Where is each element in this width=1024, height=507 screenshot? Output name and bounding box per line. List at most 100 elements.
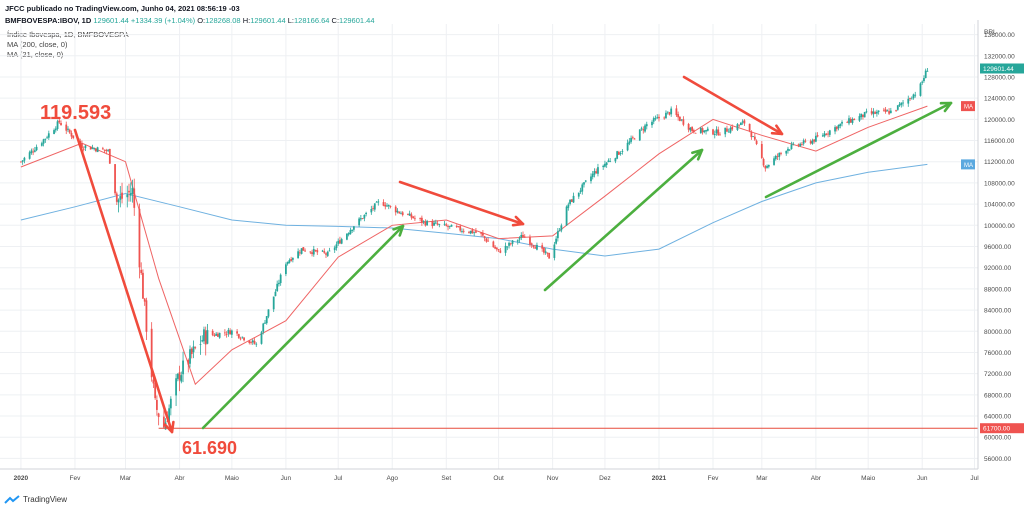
candle-body	[162, 416, 165, 428]
candle-body	[250, 342, 252, 344]
candle-body	[436, 223, 439, 225]
candle-body	[630, 137, 632, 142]
candle-body	[729, 127, 732, 133]
candle-body	[389, 206, 392, 207]
candle-body	[420, 217, 423, 223]
y-tick-label: 84000.00	[984, 308, 1011, 315]
candle-body	[84, 145, 87, 149]
candle-body	[412, 216, 415, 219]
candle-body	[753, 136, 756, 140]
candle-body	[839, 123, 842, 126]
candle-body	[93, 148, 96, 150]
candle-body	[363, 214, 366, 219]
candle-body	[607, 160, 610, 163]
candle-body	[692, 130, 695, 133]
candle-body	[724, 127, 727, 135]
candle-body	[169, 398, 172, 409]
candle-body	[797, 144, 800, 146]
candle-body	[699, 127, 702, 134]
candle-body	[461, 231, 463, 232]
candle-body	[616, 151, 619, 159]
candle-body	[352, 226, 355, 230]
candle-body	[291, 258, 294, 260]
candle-body	[628, 141, 631, 144]
candle-body	[46, 137, 48, 139]
candle-body	[534, 247, 537, 249]
candle-body	[68, 129, 71, 133]
candle-body	[187, 359, 190, 365]
candle-body	[841, 121, 843, 124]
candle-body	[529, 237, 531, 245]
candle-body	[591, 173, 594, 178]
close-value: 129601.44	[339, 16, 375, 25]
candle-body	[755, 140, 758, 145]
candle-body	[848, 118, 850, 124]
candle-body	[910, 98, 913, 100]
candle-body	[846, 122, 849, 123]
tradingview-logo[interactable]: TradingView	[4, 495, 67, 504]
y-tick-label: 80000.00	[984, 329, 1011, 336]
candle-body	[882, 109, 885, 111]
candle-body	[335, 244, 338, 249]
candle-body	[536, 244, 538, 250]
candle-body	[237, 334, 240, 338]
candle-body	[40, 143, 43, 146]
low-value: 128166.64	[294, 16, 330, 25]
ma21-line	[20, 105, 928, 386]
candle-body	[264, 322, 266, 324]
candle-body	[609, 160, 612, 162]
candle-body	[349, 230, 352, 235]
candle-body	[907, 98, 910, 104]
candle-body	[316, 250, 319, 253]
candle-body	[602, 165, 605, 168]
symbol-line: BMFBOVESPA:IBOV, 1D 129601.44 +1334.39 (…	[5, 16, 375, 25]
green-arrow-recovery-head	[392, 224, 405, 237]
candle-body	[60, 122, 62, 126]
candle-body	[469, 230, 472, 234]
candle-body	[828, 130, 831, 135]
candle-body	[626, 142, 629, 151]
candle-body	[715, 129, 718, 134]
y-tick-label: 76000.00	[984, 350, 1011, 357]
candle-body	[703, 130, 706, 133]
ticker: BMFBOVESPA:IBOV, 1D	[5, 16, 92, 25]
candle-body	[129, 193, 132, 196]
candle-body	[851, 118, 854, 124]
candle-body	[872, 111, 875, 115]
candle-body	[274, 291, 277, 297]
candle-body	[687, 123, 690, 130]
candle-body	[776, 156, 779, 158]
candle-body	[138, 208, 141, 268]
candle-body	[230, 330, 233, 335]
candle-body	[523, 236, 526, 238]
candle-body	[825, 134, 828, 135]
candle-body	[914, 94, 917, 96]
x-tick-label: Set	[441, 475, 451, 482]
candle-body	[572, 195, 575, 203]
candle-body	[447, 226, 449, 228]
candle-body	[896, 105, 899, 110]
candle-body	[651, 121, 653, 126]
candle-body	[300, 248, 303, 254]
candle-body	[889, 110, 892, 114]
high-annotation: 119.593	[40, 102, 111, 124]
candle-body	[42, 139, 45, 144]
candle-body	[265, 316, 268, 324]
candle-body	[604, 163, 606, 167]
candle-body	[886, 110, 889, 112]
candle-body	[509, 243, 512, 245]
candle-body	[888, 111, 890, 114]
candle-body	[713, 133, 716, 136]
candle-body	[419, 217, 422, 219]
ma200-tag-bg	[961, 159, 975, 170]
candle-body	[543, 247, 545, 253]
brand-name: TradingView	[23, 495, 68, 504]
candle-body	[340, 239, 343, 244]
candle-body	[309, 251, 312, 253]
candle-body	[65, 124, 68, 131]
candle-body	[727, 131, 730, 133]
candle-body	[351, 229, 354, 231]
x-tick-label: Maio	[225, 475, 239, 482]
candle-body	[217, 333, 219, 337]
